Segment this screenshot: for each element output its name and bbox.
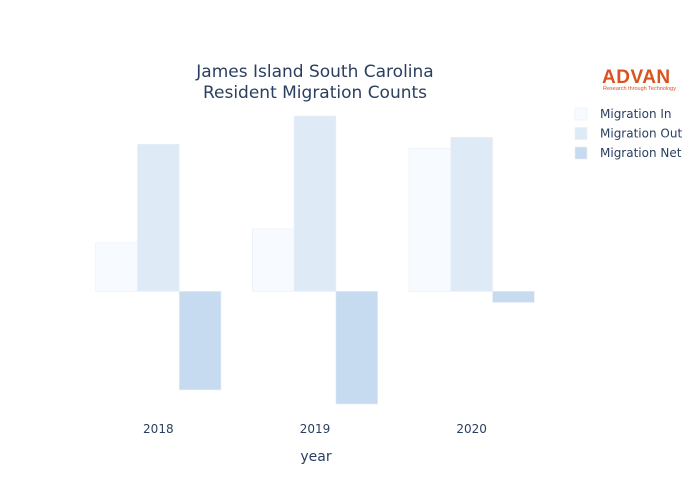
- bar-migration-in-2018: [95, 242, 138, 292]
- x-tick-label-2019: 2019: [300, 422, 331, 436]
- legend-swatch: [574, 146, 588, 160]
- legend-label: Migration Net: [600, 146, 682, 160]
- bar-migration-net-2019: [335, 291, 378, 405]
- legend-item-migration-in[interactable]: Migration In: [574, 107, 672, 121]
- x-axis-ticks: 2018 2019 2020: [143, 422, 487, 436]
- chart-title-line-1: James Island South Carolina: [195, 62, 433, 82]
- advan-logo: ADVAN Research through Technology: [602, 67, 676, 92]
- bar-migration-out-2019: [293, 115, 337, 292]
- legend-label: Migration Out: [600, 127, 682, 141]
- bar-migration-out-2018: [137, 144, 180, 292]
- x-axis-title: year: [300, 449, 331, 465]
- chart-title-line-2: Resident Migration Counts: [203, 83, 427, 103]
- plot-area: [95, 115, 535, 405]
- logo-tagline: Research through Technology: [603, 86, 676, 92]
- legend-item-migration-out[interactable]: Migration Out: [574, 127, 682, 141]
- chart-title: James Island South Carolina Resident Mig…: [195, 62, 433, 103]
- legend-item-migration-net[interactable]: Migration Net: [574, 146, 682, 160]
- bar-migration-net-2018: [178, 291, 222, 391]
- x-tick-label-2020: 2020: [456, 422, 487, 436]
- legend: Migration In Migration Out Migration Net: [574, 107, 682, 160]
- legend-swatch: [574, 107, 588, 121]
- x-tick-label-2018: 2018: [143, 422, 174, 436]
- logo-brand: ADVAN: [602, 67, 671, 88]
- bar-migration-net-2020: [492, 291, 535, 303]
- bar-migration-out-2020: [450, 137, 493, 292]
- legend-label: Migration In: [600, 107, 672, 121]
- bar-migration-in-2019: [252, 228, 295, 292]
- bar-migration-in-2020: [408, 148, 452, 292]
- legend-swatch: [574, 127, 588, 140]
